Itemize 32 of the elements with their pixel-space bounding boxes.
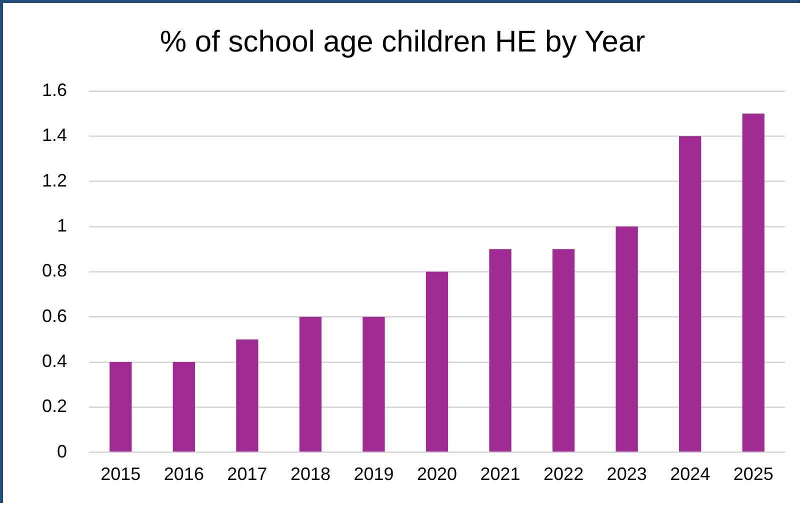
bar: [362, 316, 385, 452]
x-tick-label: 2022: [544, 464, 584, 484]
bar: [299, 316, 322, 452]
bar: [426, 272, 448, 452]
y-tick-label: 1.2: [42, 170, 68, 190]
x-tick-label: 2023: [606, 464, 647, 484]
y-tick-label: 1.4: [42, 125, 68, 146]
x-tick-label: 2017: [227, 464, 268, 484]
y-tick-label: 0.4: [42, 351, 68, 372]
y-tick-label: 1.6: [42, 80, 68, 100]
bar: [172, 362, 195, 452]
bar: [552, 249, 575, 452]
y-tick-label: 1: [57, 215, 68, 236]
x-tick-label: 2021: [480, 464, 520, 484]
bar: [489, 249, 512, 452]
y-tick-label: 0.6: [42, 306, 68, 326]
x-tick-label: 2020: [416, 464, 458, 484]
x-tick-label: 2019: [354, 464, 394, 484]
bar: [110, 362, 132, 452]
chart-title: % of school age children HE by Year: [160, 25, 646, 58]
x-tick-label: 2016: [164, 464, 204, 484]
x-tick-label: 2025: [733, 464, 774, 484]
y-tick-label: 0.8: [42, 260, 68, 281]
bar: [236, 339, 258, 452]
y-tick-label: 0.2: [42, 396, 68, 416]
bar: [742, 114, 764, 452]
x-tick-label: 2024: [670, 464, 710, 484]
x-tick-label: 2018: [290, 464, 330, 484]
bar: [679, 136, 702, 452]
bar: [616, 226, 638, 452]
x-tick-label: 2015: [100, 464, 141, 484]
y-tick-label: 0: [57, 441, 68, 462]
